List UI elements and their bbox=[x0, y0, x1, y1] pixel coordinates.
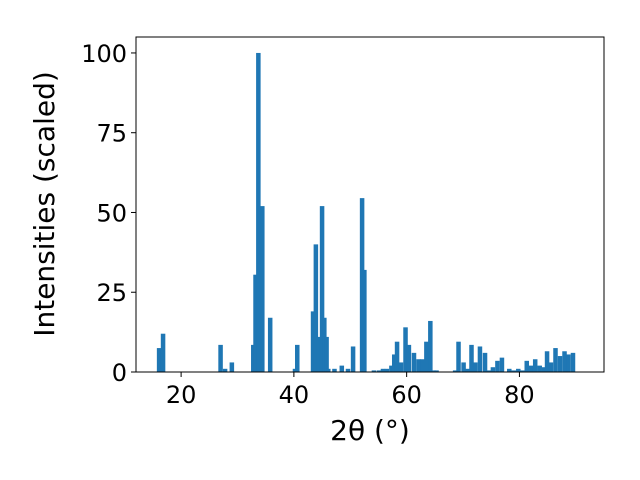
bar bbox=[389, 365, 394, 372]
bar bbox=[316, 336, 321, 372]
bar bbox=[371, 370, 377, 372]
x-tick-label: 20 bbox=[166, 381, 197, 409]
bar bbox=[431, 370, 436, 372]
bar bbox=[406, 344, 412, 372]
bar bbox=[532, 359, 538, 372]
bar bbox=[566, 354, 571, 372]
bar bbox=[398, 362, 404, 372]
bar bbox=[222, 368, 228, 372]
bar bbox=[424, 341, 429, 372]
bar bbox=[256, 52, 261, 372]
bar bbox=[544, 351, 550, 372]
bar bbox=[519, 370, 525, 372]
bar bbox=[292, 368, 298, 372]
bar bbox=[541, 367, 547, 372]
bar bbox=[403, 327, 408, 372]
bar bbox=[469, 344, 474, 372]
bar bbox=[295, 344, 300, 372]
bar bbox=[310, 311, 316, 372]
bar bbox=[507, 368, 512, 372]
bar bbox=[477, 346, 483, 372]
y-tick-label: 0 bbox=[112, 359, 127, 387]
y-tick-label: 75 bbox=[96, 120, 127, 148]
bar bbox=[326, 368, 331, 372]
bar bbox=[495, 360, 500, 372]
bar bbox=[160, 333, 166, 372]
y-axis: 0 25 50 75 100 bbox=[81, 40, 136, 387]
bar bbox=[313, 244, 319, 372]
bar bbox=[465, 368, 470, 372]
bar bbox=[319, 206, 325, 372]
bar bbox=[473, 362, 478, 372]
bar bbox=[428, 320, 433, 372]
bar bbox=[218, 344, 223, 372]
bar bbox=[516, 368, 521, 372]
bar bbox=[411, 352, 417, 372]
y-tick-label: 100 bbox=[81, 40, 127, 68]
bar bbox=[359, 198, 365, 372]
bar bbox=[461, 362, 466, 372]
bar bbox=[156, 348, 162, 372]
bar bbox=[332, 368, 337, 372]
bar bbox=[391, 354, 397, 372]
y-axis-label: Intensities (scaled) bbox=[28, 71, 61, 337]
bar bbox=[499, 357, 505, 372]
bar bbox=[376, 370, 382, 372]
bar bbox=[557, 356, 563, 372]
bar bbox=[524, 360, 530, 372]
plot-frame bbox=[135, 36, 605, 373]
bar bbox=[253, 274, 258, 372]
bar bbox=[452, 370, 458, 372]
x-tick-label: 40 bbox=[279, 381, 310, 409]
x-axis-label: 2θ (°) bbox=[330, 414, 410, 447]
y-tick-label: 50 bbox=[96, 199, 127, 227]
bar-series bbox=[156, 52, 576, 372]
bar bbox=[260, 206, 265, 372]
bar bbox=[486, 370, 492, 372]
bar bbox=[380, 368, 386, 372]
bar bbox=[490, 367, 496, 372]
bar bbox=[420, 359, 425, 372]
bar bbox=[511, 370, 517, 372]
y-tick-label: 25 bbox=[96, 279, 127, 307]
bar bbox=[350, 346, 356, 372]
bar bbox=[267, 317, 273, 372]
bar bbox=[384, 368, 390, 372]
bar bbox=[322, 317, 327, 372]
bar bbox=[345, 368, 351, 372]
bar bbox=[482, 352, 488, 372]
bar bbox=[416, 359, 421, 372]
bar bbox=[570, 352, 576, 372]
x-tick-label: 60 bbox=[391, 381, 422, 409]
bar bbox=[456, 341, 461, 372]
x-tick-label: 80 bbox=[504, 381, 535, 409]
bar bbox=[324, 336, 329, 372]
bar bbox=[339, 365, 345, 372]
x-axis: 20 40 60 80 bbox=[166, 372, 535, 409]
bar bbox=[537, 365, 542, 372]
bar bbox=[529, 365, 534, 372]
bar bbox=[548, 362, 554, 372]
bar bbox=[562, 351, 567, 372]
bar bbox=[394, 341, 400, 372]
bar bbox=[553, 348, 558, 372]
bar bbox=[229, 362, 235, 372]
bar bbox=[434, 370, 439, 372]
bar bbox=[362, 269, 367, 372]
